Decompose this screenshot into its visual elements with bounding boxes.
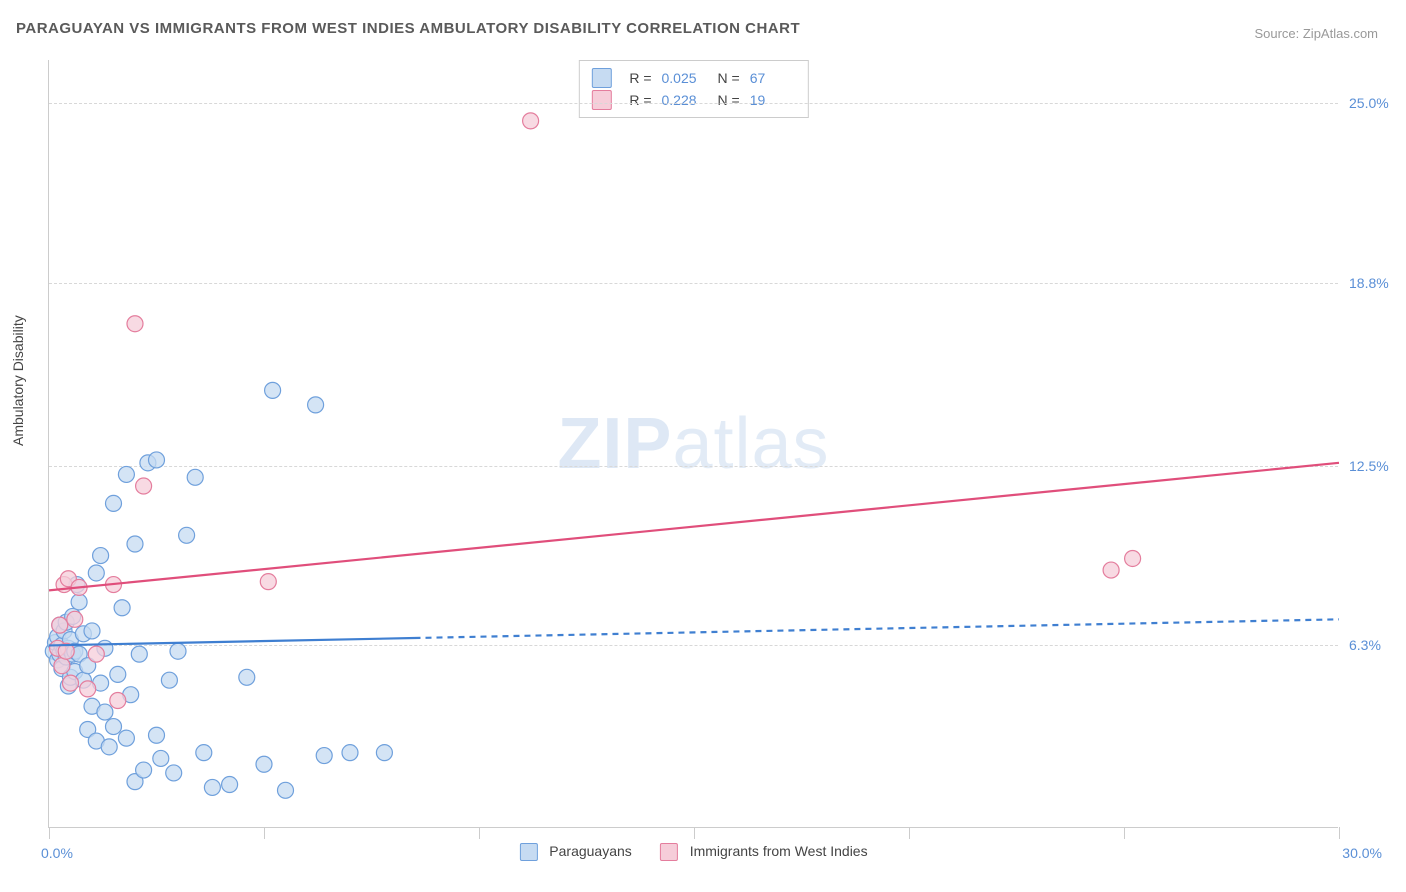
legend-item-a: Paraguayans <box>519 843 631 861</box>
scatter-svg <box>49 60 1338 827</box>
chart-title: PARAGUAYAN VS IMMIGRANTS FROM WEST INDIE… <box>16 20 800 37</box>
swatch-b-icon <box>660 843 678 861</box>
legend-label-b: Immigrants from West Indies <box>690 843 868 859</box>
series-legend: Paraguayans Immigrants from West Indies <box>519 843 867 861</box>
legend-item-b: Immigrants from West Indies <box>660 843 868 861</box>
x-max-label: 30.0% <box>1342 845 1382 861</box>
plot-area: ZIPatlas R = 0.025 N = 67 R = 0.228 N = … <box>48 60 1338 828</box>
source-attribution: Source: ZipAtlas.com <box>1254 26 1378 41</box>
legend-label-a: Paraguayans <box>549 843 632 859</box>
x-min-label: 0.0% <box>41 845 73 861</box>
swatch-a-icon <box>519 843 537 861</box>
y-axis-label: Ambulatory Disability <box>10 315 26 446</box>
